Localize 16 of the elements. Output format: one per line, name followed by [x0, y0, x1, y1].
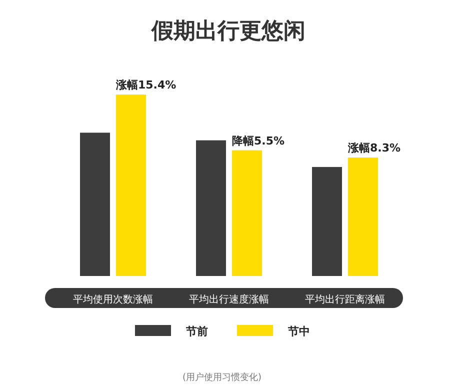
x-tick-label: 平均使用次数涨幅	[73, 294, 153, 306]
chart-title: 假期出行更悠闲	[150, 19, 306, 44]
legend-label: 节前	[185, 325, 208, 338]
bar	[348, 158, 378, 276]
bar	[312, 166, 342, 276]
annotation: 降幅5.5%	[232, 134, 285, 148]
annotation: 涨幅8.3%	[347, 142, 401, 155]
bar	[232, 150, 262, 276]
x-tick-label: 平均出行距离涨幅	[305, 294, 385, 306]
text: (用户使用习惯变化)	[182, 372, 262, 383]
legend-label: 节中	[287, 325, 310, 338]
bar	[196, 140, 226, 276]
x-tick-label: 平均出行速度涨幅	[189, 294, 269, 306]
bar	[80, 132, 110, 276]
bar	[116, 94, 146, 276]
annotation: 涨幅15.4%	[115, 78, 176, 92]
